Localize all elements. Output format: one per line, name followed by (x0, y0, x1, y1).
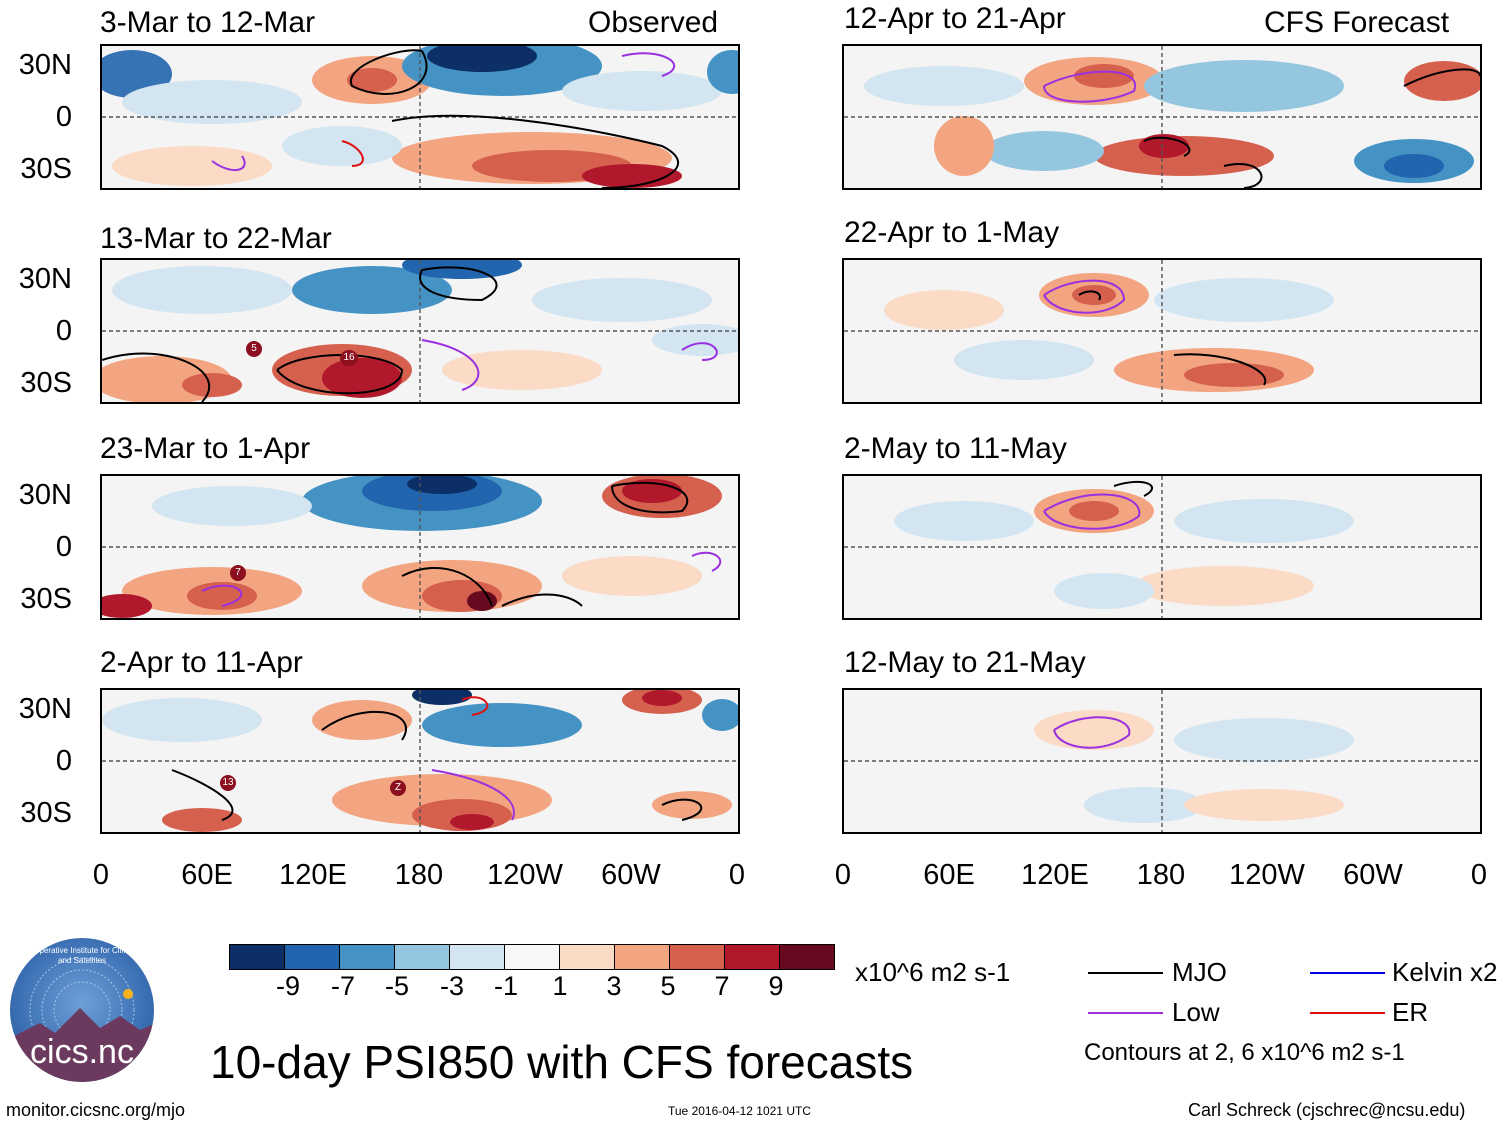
map-field (844, 690, 1480, 832)
map-field (844, 46, 1480, 188)
lat-label-eq: 0 (55, 531, 72, 563)
lon-label: 180 (394, 859, 444, 891)
lon-label: 60W (601, 859, 661, 891)
lat-label-30s: 30S (20, 583, 72, 615)
observed-map-1 (100, 44, 740, 190)
observed-map-4 (100, 688, 740, 834)
main-title: 10-day PSI850 with CFS forecasts (210, 1036, 914, 1088)
colorbar-swatch (285, 945, 340, 969)
colorbar-tick: 9 (768, 971, 784, 1001)
storm-marker: Z (390, 780, 406, 796)
lat-label-eq: 0 (55, 745, 72, 777)
colorbar-tick: 7 (714, 971, 730, 1001)
legend-line-low (1088, 1012, 1163, 1014)
lon-label: 0 (1470, 859, 1488, 891)
observed-panel-title-3: 23-Mar to 1-Apr (100, 432, 311, 465)
lon-label: 60E (923, 859, 975, 891)
forecast-panel-title-4: 12-May to 21-May (844, 646, 1086, 679)
colorbar-tick: -7 (330, 971, 356, 1001)
colorbar-tick: -9 (275, 971, 301, 1001)
storm-marker: 7 (230, 565, 246, 581)
lat-label-eq: 0 (55, 315, 72, 347)
lon-label: 0 (834, 859, 852, 891)
map-field (102, 46, 738, 188)
colorbar-swatch (780, 945, 834, 969)
lon-label: 120W (487, 859, 563, 891)
legend-label-er: ER (1392, 997, 1429, 1027)
lat-label-30n: 30N (18, 693, 72, 725)
legend-line-er (1310, 1012, 1385, 1014)
lat-label-eq: 0 (55, 101, 72, 133)
colorbar-tick: 3 (606, 971, 622, 1001)
lon-label: 120E (279, 859, 347, 891)
colorbar-swatch (725, 945, 780, 969)
colorbar-tick: -3 (439, 971, 465, 1001)
forecast-map-2 (842, 258, 1482, 404)
forecast-map-3 (842, 474, 1482, 620)
observed-map-3 (100, 474, 740, 620)
lon-label: 0 (728, 859, 746, 891)
observed-panel-title-2: 13-Mar to 22-Mar (100, 222, 332, 255)
colorbar-swatch (395, 945, 450, 969)
map-field (102, 690, 738, 832)
lon-label: 120E (1021, 859, 1089, 891)
lat-label-30n: 30N (18, 263, 72, 295)
lat-label-30n: 30N (18, 49, 72, 81)
footer-timestamp: Tue 2016-04-12 1021 UTC (668, 1104, 811, 1118)
storm-marker: 16 (340, 350, 358, 366)
lat-label-30n: 30N (18, 479, 72, 511)
lon-label: 0 (92, 859, 110, 891)
forecast-map-4 (842, 688, 1482, 834)
contour-note: Contours at 2, 6 x10^6 m2 s-1 (1084, 1039, 1405, 1066)
legend-line-kelvin (1310, 972, 1385, 974)
lon-label: 180 (1136, 859, 1186, 891)
map-field (844, 476, 1480, 618)
logo-graphic (10, 957, 154, 1082)
lat-label-30s: 30S (20, 367, 72, 399)
forecast-map-1 (842, 44, 1482, 190)
colorbar-tick: -5 (384, 971, 410, 1001)
observed-panel-title-1: 3-Mar to 12-Mar (100, 6, 316, 39)
legend-label-kelvin: Kelvin x2 (1392, 957, 1498, 987)
footer-author[interactable]: Carl Schreck (cjschrec@ncsu.edu) (1188, 1100, 1466, 1120)
colorbar (229, 944, 835, 970)
cics-logo: cics.nc (10, 938, 154, 1082)
lon-label: 60W (1343, 859, 1403, 891)
colorbar-swatch (230, 945, 285, 969)
storm-marker: 5 (246, 341, 262, 357)
logo-text: cics.nc (30, 1033, 134, 1071)
colorbar-tick: 5 (660, 971, 676, 1001)
logo-ring-text: Cooperative Institute for Climate and Sa… (24, 946, 140, 965)
map-field (102, 260, 738, 402)
lat-label-30s: 30S (20, 797, 72, 829)
forecast-panel-title-2: 22-Apr to 1-May (844, 216, 1060, 249)
forecast-label: CFS Forecast (1264, 6, 1450, 39)
colorbar-units: x10^6 m2 s-1 (855, 957, 1011, 987)
legend-label-mjo: MJO (1172, 957, 1227, 987)
colorbar-swatch (505, 945, 560, 969)
lon-label: 60E (181, 859, 233, 891)
footer-url[interactable]: monitor.cicsnc.org/mjo (6, 1100, 186, 1120)
observed-panel-title-4: 2-Apr to 11-Apr (100, 646, 303, 679)
observed-map-2 (100, 258, 740, 404)
map-field (844, 260, 1480, 402)
forecast-panel-title-3: 2-May to 11-May (844, 432, 1067, 465)
forecast-panel-title-1: 12-Apr to 21-Apr (844, 2, 1066, 35)
lon-label: 120W (1229, 859, 1305, 891)
legend-line-mjo (1088, 972, 1163, 974)
map-field (102, 476, 738, 618)
colorbar-swatch (670, 945, 725, 969)
observed-label: Observed (588, 6, 719, 39)
legend-label-low: Low (1172, 997, 1220, 1027)
colorbar-swatch (450, 945, 505, 969)
colorbar-swatch (615, 945, 670, 969)
storm-marker: 13 (220, 775, 236, 791)
lat-label-30s: 30S (20, 153, 72, 185)
colorbar-swatch (340, 945, 395, 969)
colorbar-tick: -1 (493, 971, 519, 1001)
colorbar-swatch (560, 945, 615, 969)
colorbar-tick: 1 (552, 971, 568, 1001)
